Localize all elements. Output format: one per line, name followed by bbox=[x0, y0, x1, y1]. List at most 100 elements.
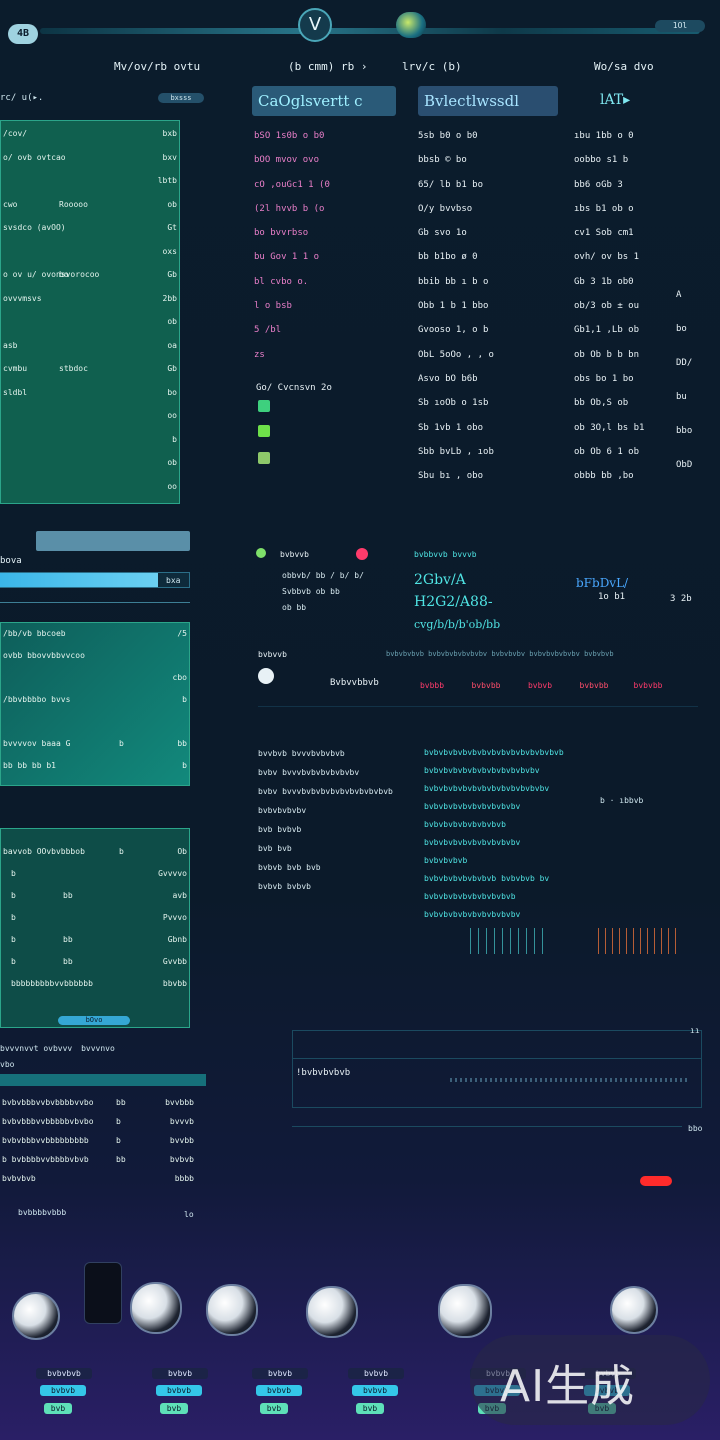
panel-row: b bb Gvvbb bbox=[1, 957, 189, 969]
bottom-table-footer: bvbbbbvbbb bbox=[18, 1208, 67, 1217]
table-cell: b bbox=[116, 1136, 121, 1145]
progress-fill bbox=[0, 573, 158, 587]
value-item: ob Ob 6 1 ob bbox=[574, 446, 640, 457]
table-row: b bvbbbbvvbbbbvbvb bb bvbvb bbox=[0, 1155, 196, 1167]
stat-list-item: Svbbvb ob bb bbox=[282, 587, 340, 596]
bottom-panel-right-1: ıı bbox=[690, 1026, 700, 1035]
panel-cell: b bbox=[11, 869, 16, 878]
panel-cell: Gb bbox=[167, 270, 177, 279]
avatar-5[interactable] bbox=[438, 1284, 492, 1338]
bottom-tag-title: bvbvb bbox=[152, 1368, 208, 1379]
value-item: A bbox=[676, 290, 682, 300]
top-accent-line bbox=[40, 28, 700, 34]
title-tab-2[interactable]: Bvlectlwssdl bbox=[418, 86, 558, 116]
category-tag: bvbvbb bbox=[633, 681, 663, 690]
panel-cell: avb bbox=[172, 891, 187, 900]
table-cell: bvvbb bbox=[169, 1136, 194, 1145]
panel-row: svsdco (avOO) Gt bbox=[1, 223, 179, 235]
bottom-panel-top bbox=[292, 1030, 702, 1058]
table-cell: bvbvb bbox=[169, 1155, 194, 1164]
avatar-1[interactable] bbox=[12, 1292, 60, 1340]
title-tab-1[interactable]: CaOglsvertt c bbox=[252, 86, 396, 116]
panel-cell: bavvob OOvbvbbbob bbox=[3, 847, 85, 856]
bottom-rule bbox=[292, 1126, 682, 1127]
log-right-list: bvbvbvbvbvbvbvbvbvbvbvbvbvbvb bvbvbvbvbvb… bbox=[424, 744, 564, 924]
panel-cell: cvmbu bbox=[3, 364, 28, 373]
panel-row: bbbbbbbbbvvbbbbbb bbvbb bbox=[1, 979, 189, 991]
panel-cell: Gt bbox=[167, 223, 177, 232]
avatar-6[interactable] bbox=[610, 1286, 658, 1334]
left-column-subheader: Go/ Cvcnsvn 2o bbox=[256, 383, 332, 393]
progress-bar-top[interactable] bbox=[36, 531, 190, 551]
panel-row: /bb/vb bbcoeb/5 bbox=[1, 629, 189, 641]
value-item: ıbs b1 ob o bbox=[574, 203, 634, 214]
bottom-tag-title: bvbvbvb bbox=[36, 1368, 92, 1379]
panel-cell: o ov u/ ovonsvorocoo bbox=[3, 270, 100, 279]
log-side-label: b · ıbbvb bbox=[600, 796, 644, 805]
left-panel-button[interactable]: bxsss bbox=[158, 93, 204, 103]
bottom-table-rows: bvbvbbbvvbvbbbbvvbo bb bvvbbb bvbvbbbvvbbbb… bbox=[0, 1098, 196, 1194]
right-value-column: ıbu 1bb o 0 oobbo s1 b bb6 oGb 3 ıbs b1 ob … bbox=[574, 124, 644, 488]
table-cell: bvbvbbbvvbbbbbbbbb bbox=[2, 1136, 89, 1145]
value-item: Sbb bvLb , ıob bbox=[418, 446, 494, 457]
panel-cell: ovvvmsvs bbox=[3, 293, 42, 303]
stat-label-2: bvbbvvb bvvvb bbox=[414, 550, 477, 559]
panel-cell: cbo bbox=[172, 673, 187, 682]
header-middle-2: lrv/c (b) bbox=[402, 60, 462, 73]
log-item: bvvbvb bvvvbvbvbvb bbox=[258, 749, 345, 758]
panel-cell: /cov/ bbox=[3, 129, 28, 138]
bottom-table-bar bbox=[0, 1074, 206, 1086]
value-item: bSO 1s0b o b0 bbox=[254, 131, 325, 141]
value-item: obbb bb ,bo bbox=[574, 471, 634, 482]
panel-row: ovbb bbovvbbvvcoo bbox=[1, 651, 189, 663]
progress-value: bxa bbox=[166, 576, 181, 585]
value-item: bb6 oGb 3 bbox=[574, 179, 623, 190]
table-cell: bvbvbbbvvbvbbbbvvbo bbox=[2, 1098, 94, 1107]
value-item: ovh/ ov bs 1 bbox=[574, 252, 640, 263]
panel-row: oxs bbox=[1, 247, 179, 259]
category-caps: bvbvbvbvb bvbvbvbvbvbvbv bvbvbvbv bvbvbv… bbox=[386, 650, 614, 658]
value-item: Gb1,1 ,Lb ob bbox=[574, 325, 640, 336]
panel-cell: Gb bbox=[167, 364, 177, 373]
log-item: bvbvbvbvb bbox=[424, 856, 468, 865]
bottom-tag-badge: bvbvb bbox=[352, 1385, 398, 1396]
panel-cell: Rooooo bbox=[59, 199, 88, 209]
divider bbox=[0, 602, 190, 603]
panel-cell: sldbl bbox=[3, 387, 28, 397]
panel-button[interactable]: bOvo bbox=[58, 1016, 130, 1025]
log-item: bvbvbvbvbvbvbvbvbvbvbvbvbv bbox=[424, 784, 550, 793]
leaf-icon bbox=[258, 400, 270, 412]
value-item: (2l hvvb b (o bbox=[254, 203, 325, 214]
table-cell: bvvbbb bbox=[165, 1098, 194, 1107]
top-right-button[interactable]: 1Ol bbox=[655, 20, 705, 32]
avatar-3[interactable] bbox=[206, 1284, 258, 1336]
progress-label: bova bbox=[0, 556, 22, 566]
panel-cell: bb bbox=[63, 935, 73, 944]
panel-row: lbtb bbox=[1, 176, 179, 188]
center-logo[interactable]: V bbox=[298, 8, 332, 42]
panel-cell: ob bbox=[167, 199, 177, 209]
bottom-panel bbox=[292, 1058, 702, 1108]
value-item: l o bsb bbox=[254, 301, 292, 312]
app-logo[interactable]: 4B bbox=[8, 24, 38, 44]
sparkle-icon bbox=[256, 548, 266, 558]
category-tag: bvbvb bbox=[527, 681, 553, 690]
panel-cell: oxs bbox=[162, 246, 177, 256]
mid-value-column: 5sb b0 o b0 bbsb © bo 65/ lb b1 bo O/y bvvb… bbox=[418, 124, 494, 488]
panel-cell: b bbox=[172, 434, 177, 444]
panel-cell: bo bbox=[59, 270, 69, 279]
avatar-4[interactable] bbox=[306, 1286, 358, 1338]
stat-right-label: bFbDvL/ bbox=[576, 576, 629, 590]
value-item: 5sb b0 o b0 bbox=[418, 131, 478, 141]
bottom-header-col-1: bvvvnvvt ovbvvv bbox=[0, 1044, 73, 1053]
category-tags: bvbbb bvbvbb bvbvb bvbvbb bvbvbb bbox=[412, 680, 682, 692]
panel-cell: bvvvvov baaa G bbox=[3, 739, 71, 748]
device-card[interactable] bbox=[84, 1262, 122, 1324]
value-item: Gb 3 1b ob0 bbox=[574, 276, 634, 287]
avatar-2[interactable] bbox=[130, 1282, 182, 1334]
panel-row: ob bbox=[1, 458, 179, 470]
header-right: Wo/sa dvo bbox=[594, 60, 654, 73]
category-label: Bvbvvbbvb bbox=[330, 678, 379, 688]
bottom-header-col-2: bvvvnvo bbox=[81, 1044, 115, 1053]
